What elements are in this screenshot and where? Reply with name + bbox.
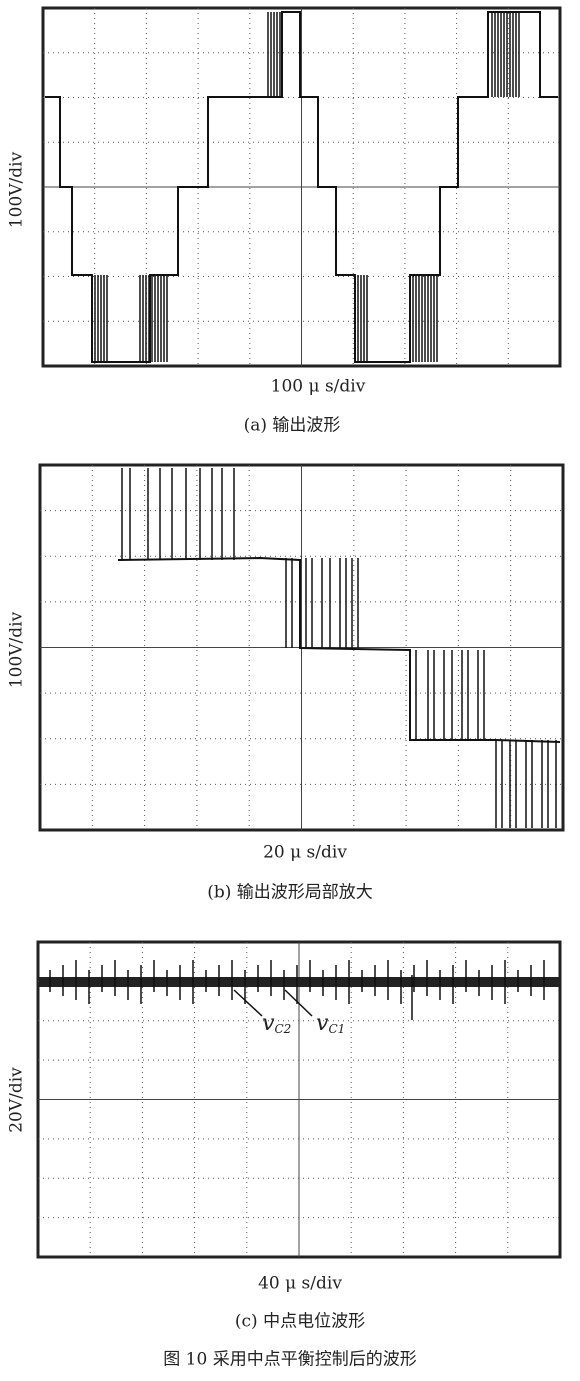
x-axis-label: 100 μ s/div — [271, 377, 366, 397]
y-axis-label: 100V/div — [7, 151, 27, 228]
caption: (c) 中点电位波形 — [235, 1312, 365, 1332]
pwm-pulses — [121, 468, 557, 828]
x-axis-label: 40 μ s/div — [258, 1274, 342, 1294]
spikes — [49, 960, 545, 1020]
trace-band — [39, 977, 559, 987]
leader-line — [284, 989, 313, 1017]
y-axis-label: 100V/div — [7, 611, 27, 688]
x-axis-label: 20 μ s/div — [263, 843, 347, 863]
figure-caption: 图 10 采用中点平衡控制后的波形 — [163, 1350, 416, 1370]
grid — [43, 8, 560, 366]
grid — [40, 465, 563, 830]
leader-line — [233, 989, 263, 1017]
subscript: C2 — [274, 1022, 291, 1036]
waveform — [117, 556, 561, 743]
pwm-pulses — [91, 12, 520, 362]
grid — [38, 942, 560, 1257]
subscript: C1 — [328, 1022, 345, 1036]
annotation: vC2 — [262, 1011, 291, 1036]
symbol: v — [316, 1011, 329, 1036]
caption: (a) 输出波形 — [244, 416, 341, 436]
caption: (b) 输出波形局部放大 — [207, 883, 373, 903]
y-axis-label: 20V/div — [7, 1067, 27, 1133]
symbol: v — [262, 1011, 275, 1036]
annotation: vC1 — [316, 1011, 345, 1036]
